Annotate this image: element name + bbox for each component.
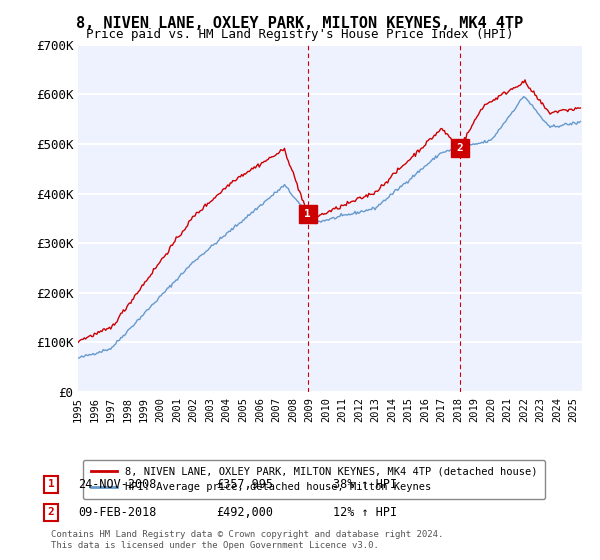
Text: This data is licensed under the Open Government Licence v3.0.: This data is licensed under the Open Gov… [51, 541, 379, 550]
Text: Contains HM Land Registry data © Crown copyright and database right 2024.: Contains HM Land Registry data © Crown c… [51, 530, 443, 539]
Text: 09-FEB-2018: 09-FEB-2018 [78, 506, 157, 519]
Text: 2: 2 [457, 143, 463, 153]
Text: 8, NIVEN LANE, OXLEY PARK, MILTON KEYNES, MK4 4TP: 8, NIVEN LANE, OXLEY PARK, MILTON KEYNES… [76, 16, 524, 31]
Text: 24-NOV-2008: 24-NOV-2008 [78, 478, 157, 491]
Text: £357,995: £357,995 [216, 478, 273, 491]
Text: 2: 2 [47, 507, 55, 517]
Text: 12% ↑ HPI: 12% ↑ HPI [333, 506, 397, 519]
Text: £492,000: £492,000 [216, 506, 273, 519]
Text: Price paid vs. HM Land Registry's House Price Index (HPI): Price paid vs. HM Land Registry's House … [86, 28, 514, 41]
Text: 1: 1 [47, 479, 55, 489]
Text: 1: 1 [304, 209, 311, 220]
Legend: 8, NIVEN LANE, OXLEY PARK, MILTON KEYNES, MK4 4TP (detached house), HPI: Average: 8, NIVEN LANE, OXLEY PARK, MILTON KEYNES… [83, 460, 545, 500]
Text: 38% ↑ HPI: 38% ↑ HPI [333, 478, 397, 491]
